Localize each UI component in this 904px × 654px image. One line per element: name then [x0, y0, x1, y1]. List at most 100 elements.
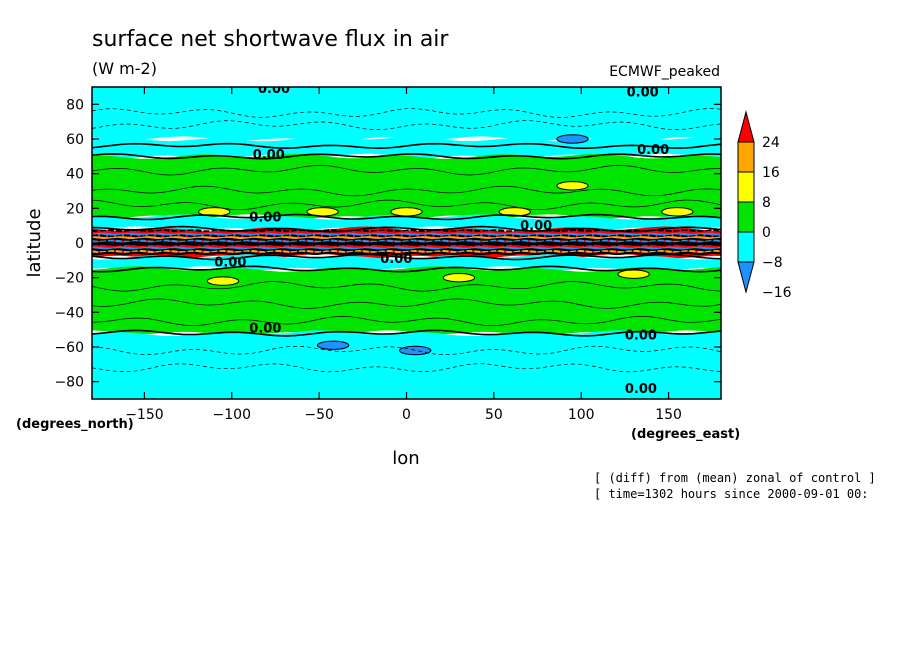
colorbar-label-4: −8 — [762, 255, 783, 271]
y-tick-label-0: −80 — [54, 375, 84, 391]
thin-contour-8 — [92, 345, 721, 355]
thin-contour-9 — [92, 363, 721, 373]
plot-area: 0.00 0.00 0.00 0.00 0.00 0.00 0.00 0.00 0.00 0.00… — [92, 82, 721, 399]
contour-label-2: 0.00 — [253, 148, 285, 163]
chart-title: surface net shortwave flux in air — [92, 27, 449, 52]
thin-contour-7 — [92, 108, 721, 118]
x-tick-label-0: −150 — [125, 407, 163, 423]
equator-contour-1 — [92, 230, 721, 235]
contour-labels: 0.00 0.00 0.00 0.00 0.00 0.00 0.00 0.00 0.00 0.00… — [214, 82, 669, 397]
contour-label-3: 0.00 — [637, 143, 669, 158]
equator-contour-6 — [92, 239, 721, 244]
zero-contour-5 — [92, 265, 721, 273]
blob-11 — [399, 345, 432, 356]
zero-contour-0 — [92, 142, 721, 150]
colorbar-label-2: 8 — [762, 195, 771, 211]
y-tick-label-5: 20 — [66, 201, 84, 217]
y-axis-label: latitude — [24, 208, 45, 277]
equator-contour-9 — [92, 244, 721, 249]
thin-contour-0 — [92, 165, 721, 176]
equator-contour-4 — [92, 236, 721, 240]
blob-6 — [206, 276, 240, 286]
y-axis-ticks: −80 −60 −40 −20 0 20 40 60 80 — [54, 97, 721, 391]
x-axis-units: (degrees_east) — [631, 427, 740, 442]
x-tick-label-2: −50 — [304, 407, 334, 423]
contour-label-8: 0.00 — [249, 321, 281, 336]
equator-contour-7 — [92, 241, 721, 245]
x-tick-label-3: 0 — [402, 407, 411, 423]
y-axis-units: (degrees_north) — [16, 417, 134, 432]
blob-9 — [556, 134, 589, 144]
chart-units: (W m-2) — [92, 59, 157, 78]
colorbar: 24 16 8 0 −8 −16 — [737, 110, 792, 301]
blob-2 — [390, 207, 423, 217]
thin-contour-1 — [92, 185, 721, 197]
thin-contour-2 — [92, 199, 721, 211]
colorbar-label-0: 24 — [762, 135, 780, 151]
equator-contour-13 — [92, 251, 721, 256]
contour-label-0: 0.00 — [258, 82, 290, 97]
thin-contour-3 — [92, 281, 721, 292]
colorbar-label-3: 0 — [762, 225, 771, 241]
x-tick-label-6: 150 — [655, 407, 682, 423]
band-3 — [92, 214, 721, 232]
y-tick-label-3: −20 — [54, 271, 84, 287]
zero-contour-2 — [92, 213, 721, 221]
contour-bands — [92, 87, 721, 399]
colorbar-segment-2 — [737, 171, 755, 203]
equator-contour-3 — [92, 234, 721, 238]
x-tick-label-5: 100 — [568, 407, 595, 423]
blob-7 — [442, 273, 476, 283]
footer-line-2: [ time=1302 hours since 2000-09-01 00: — [594, 487, 869, 501]
y-tick-label-8: 80 — [66, 97, 84, 113]
contour-label-6: 0.00 — [214, 256, 246, 271]
thin-contour-6 — [92, 120, 721, 130]
thin-contour-4 — [92, 298, 721, 309]
equator-contour-0 — [92, 229, 721, 233]
colorbar-label-5: −16 — [762, 285, 792, 301]
colorbar-segment-5 — [737, 261, 755, 294]
y-tick-label-6: 40 — [66, 167, 84, 183]
zero-contour-4 — [92, 253, 721, 261]
x-tick-label-1: −100 — [213, 407, 251, 423]
contour-label-10: 0.00 — [625, 382, 657, 397]
equator-contour-2 — [92, 232, 721, 237]
contour-label-5: 0.00 — [520, 219, 552, 234]
blob-5 — [661, 207, 694, 217]
thin-contour-5 — [92, 316, 721, 326]
contour-blobs — [198, 134, 694, 356]
equator-contour-11 — [92, 248, 721, 252]
equator-contour-10 — [92, 246, 721, 250]
zero-contour-6 — [92, 329, 721, 337]
blob-4 — [556, 181, 589, 191]
contour-label-1: 0.00 — [627, 86, 659, 101]
colorbar-segment-3 — [737, 201, 755, 233]
zero-contour-1 — [92, 153, 721, 160]
colorbar-label-1: 16 — [762, 165, 780, 181]
colorbar-segment-1 — [737, 141, 755, 173]
y-tick-label-4: 0 — [75, 236, 84, 252]
blob-8 — [617, 269, 650, 279]
contour-label-9: 0.00 — [625, 328, 657, 343]
equator-contour-5 — [92, 237, 721, 242]
band-0 — [92, 87, 721, 142]
contour-label-7: 0.00 — [380, 252, 412, 267]
y-tick-label-1: −60 — [54, 340, 84, 356]
blob-10 — [316, 340, 350, 350]
band-6 — [92, 266, 721, 336]
contour-lines — [92, 108, 721, 373]
zero-contour-3 — [92, 225, 721, 233]
x-tick-label-4: 50 — [485, 407, 503, 423]
x-axis-ticks: −150 −100 −50 0 50 100 150 — [125, 87, 682, 423]
colorbar-segment-4 — [737, 231, 755, 263]
equator-contour-8 — [92, 242, 721, 247]
y-tick-label-2: −40 — [54, 305, 84, 321]
colorbar-segment-0 — [737, 110, 755, 143]
x-axis-label: lon — [392, 448, 419, 469]
y-tick-label-7: 60 — [66, 132, 84, 148]
contour-label-4: 0.00 — [249, 211, 281, 226]
band-7 — [92, 330, 721, 399]
footer-line-1: [ (diff) from (mean) zonal of control ] — [594, 471, 876, 485]
model-label: ECMWF_peaked — [609, 64, 720, 80]
